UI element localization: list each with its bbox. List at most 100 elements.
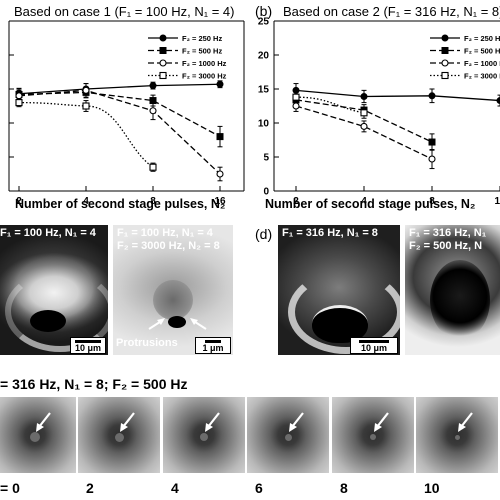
arrow-icon: [374, 412, 389, 432]
x-tick-label: 16: [214, 196, 226, 207]
chart-a: 2 4 8 16 F₂ = 250 Hz F₂ = 500 Hz F₂ = 1000 Hz F…: [8, 20, 245, 207]
scalebar-d1: 10 μm: [350, 337, 398, 354]
x-tick-label: 8: [429, 196, 435, 207]
arrow-head: [374, 423, 382, 432]
frame-image: [416, 397, 498, 473]
data-point: [428, 155, 436, 163]
data-point: [292, 93, 300, 101]
hole: [168, 316, 186, 328]
legend-marker: [441, 59, 449, 67]
series-line: [18, 89, 221, 175]
frame-number: 10: [424, 480, 440, 496]
frame-image: [332, 397, 414, 473]
arrow-shaft: [460, 412, 473, 428]
legend-label: F₂ = 500 Hz: [464, 47, 500, 56]
micrograph-c2-caption-2: F₂ = 3000 Hz, N₂ = 8: [117, 240, 220, 252]
ablation-spot: [114, 432, 124, 442]
x-tick-label: 4: [361, 196, 367, 207]
chart-b-xlabel: Number of second stage pulses, N₂: [265, 197, 476, 211]
arrow-icon: [36, 412, 51, 432]
data-point: [216, 80, 224, 88]
series-line: [295, 105, 433, 160]
arrow-shaft: [207, 412, 220, 428]
legend-marker: [159, 34, 167, 42]
crater-rim: [288, 270, 400, 354]
arrow-shaft: [38, 412, 51, 428]
data-point: [149, 107, 157, 115]
legend-marker: [441, 34, 449, 42]
hole: [312, 305, 368, 343]
arrow-shaft: [122, 412, 135, 428]
y-tick-label: 0: [263, 187, 269, 198]
data-point: [216, 170, 224, 178]
data-point: [428, 92, 436, 100]
legend-marker: [441, 71, 449, 80]
data-point: [15, 99, 23, 107]
arrow-head: [120, 423, 128, 432]
data-point: [360, 122, 368, 130]
series-line: [18, 83, 221, 95]
legend-marker: [159, 59, 167, 67]
micrograph-d1: F₁ = 316 Hz, N₁ = 8 10 μm: [278, 225, 400, 355]
legend-marker: [441, 47, 449, 54]
series-line: [295, 96, 365, 114]
frame-number: 6: [255, 480, 263, 496]
x-tick-label: 4: [83, 196, 89, 207]
arrow-icon: [205, 412, 220, 432]
micrograph-c1-caption: F₁ = 100 Hz, N₁ = 4: [0, 227, 96, 239]
data-point: [360, 92, 368, 100]
scalebar-c1: 10 μm: [70, 337, 106, 354]
arrow-head: [205, 423, 213, 432]
panel-d-letter: (d): [255, 226, 273, 242]
legend-label: F₂ = 1000 Hz: [464, 59, 500, 68]
frame-number: 4: [171, 480, 179, 496]
ablation-spot: [454, 434, 460, 440]
legend-marker: [159, 47, 167, 54]
series-line: [18, 101, 154, 168]
micrograph-c1: F₁ = 100 Hz, N₁ = 4 10 μm: [0, 225, 108, 355]
arrows: [148, 318, 207, 330]
chart-b-title: Based on case 2 (F₁ = 316 Hz, N₁ = 8): [283, 4, 500, 19]
micrograph-c2: F₁ = 100 Hz, N₁ = 4 F₂ = 3000 Hz, N₂ = 8…: [113, 225, 233, 355]
series-line: [18, 91, 221, 138]
frame-image: [0, 397, 76, 473]
x-tick-label: 2: [293, 196, 299, 207]
data-point: [216, 133, 224, 141]
frame-number: = 0: [0, 480, 20, 496]
chart-b: 0 5 10 15 20 25 2 4 8 16 F₂ = 250 Hz F₂ = 500 Hz F₂ …: [258, 17, 500, 207]
chart-a-title: Based on case 1 (F₁ = 100 Hz, N₁ = 4): [14, 4, 235, 19]
x-tick-label: 16: [494, 196, 500, 207]
micrograph-d1-caption: F₁ = 316 Hz, N₁ = 8: [282, 227, 378, 239]
panel-b-letter: (b): [255, 3, 273, 19]
arrow-head: [458, 423, 466, 432]
legend-label: F₂ = 250 Hz: [464, 34, 500, 43]
arrow-shaft: [291, 412, 304, 428]
frame-image: [247, 397, 329, 473]
legend-label: F₂ = 500 Hz: [182, 47, 222, 56]
data-point: [82, 86, 90, 94]
crater-rim: [5, 270, 108, 352]
ablation-spot: [200, 433, 208, 441]
frame-number: 8: [340, 480, 348, 496]
data-point: [149, 82, 157, 90]
y-tick-label: 25: [258, 17, 270, 28]
data-point: [360, 109, 368, 117]
arrow-shaft: [376, 412, 389, 428]
scalebar-c2-label: 1 μm: [202, 343, 224, 353]
frame-number: 2: [86, 480, 94, 496]
series-line: [295, 89, 500, 102]
ablation-spot: [370, 434, 376, 440]
legend-marker: [159, 71, 167, 80]
micrograph-c2-caption-1: F₁ = 100 Hz, N₁ = 4: [117, 227, 213, 239]
legend-label: F₂ = 1000 Hz: [182, 59, 227, 68]
frame-image: [163, 397, 245, 473]
frame-image: [78, 397, 160, 473]
x-tick-label: 2: [16, 196, 22, 207]
protrusions-label: Protrusions: [116, 337, 178, 349]
arrow-icon: [289, 412, 304, 432]
scalebar-c1-label: 10 μm: [74, 343, 102, 353]
y-tick-label: 20: [258, 51, 270, 62]
y-tick-label: 15: [258, 85, 270, 96]
scalebar-d1-label: 10 μm: [360, 343, 388, 353]
y-tick-label: 5: [263, 153, 269, 164]
